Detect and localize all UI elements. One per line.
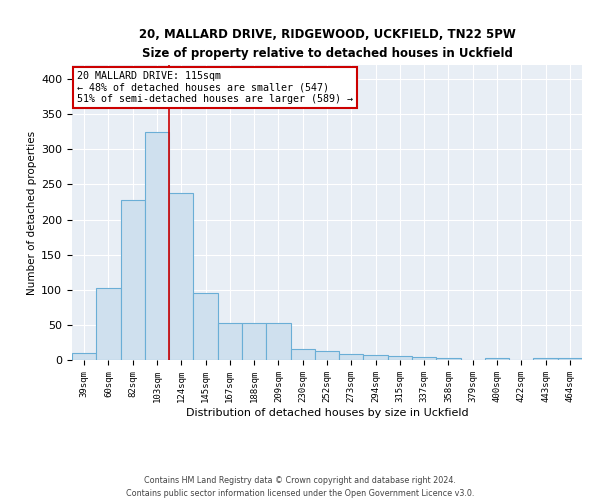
Bar xyxy=(436,358,461,360)
Bar xyxy=(339,354,364,360)
Bar xyxy=(193,294,218,360)
Bar xyxy=(485,358,509,360)
Bar xyxy=(96,288,121,360)
Text: 20 MALLARD DRIVE: 115sqm
← 48% of detached houses are smaller (547)
51% of semi-: 20 MALLARD DRIVE: 115sqm ← 48% of detach… xyxy=(77,71,353,104)
Bar xyxy=(242,323,266,360)
Bar xyxy=(266,323,290,360)
Text: Contains HM Land Registry data © Crown copyright and database right 2024.
Contai: Contains HM Land Registry data © Crown c… xyxy=(126,476,474,498)
Bar xyxy=(72,353,96,360)
Bar xyxy=(364,355,388,360)
Bar xyxy=(145,132,169,360)
Bar xyxy=(412,357,436,360)
Bar xyxy=(315,351,339,360)
Y-axis label: Number of detached properties: Number of detached properties xyxy=(27,130,37,294)
Bar xyxy=(290,350,315,360)
Bar xyxy=(388,356,412,360)
Bar xyxy=(533,358,558,360)
Bar xyxy=(558,358,582,360)
Bar xyxy=(218,323,242,360)
Title: 20, MALLARD DRIVE, RIDGEWOOD, UCKFIELD, TN22 5PW
Size of property relative to de: 20, MALLARD DRIVE, RIDGEWOOD, UCKFIELD, … xyxy=(139,28,515,60)
X-axis label: Distribution of detached houses by size in Uckfield: Distribution of detached houses by size … xyxy=(185,408,469,418)
Bar xyxy=(121,200,145,360)
Bar xyxy=(169,193,193,360)
